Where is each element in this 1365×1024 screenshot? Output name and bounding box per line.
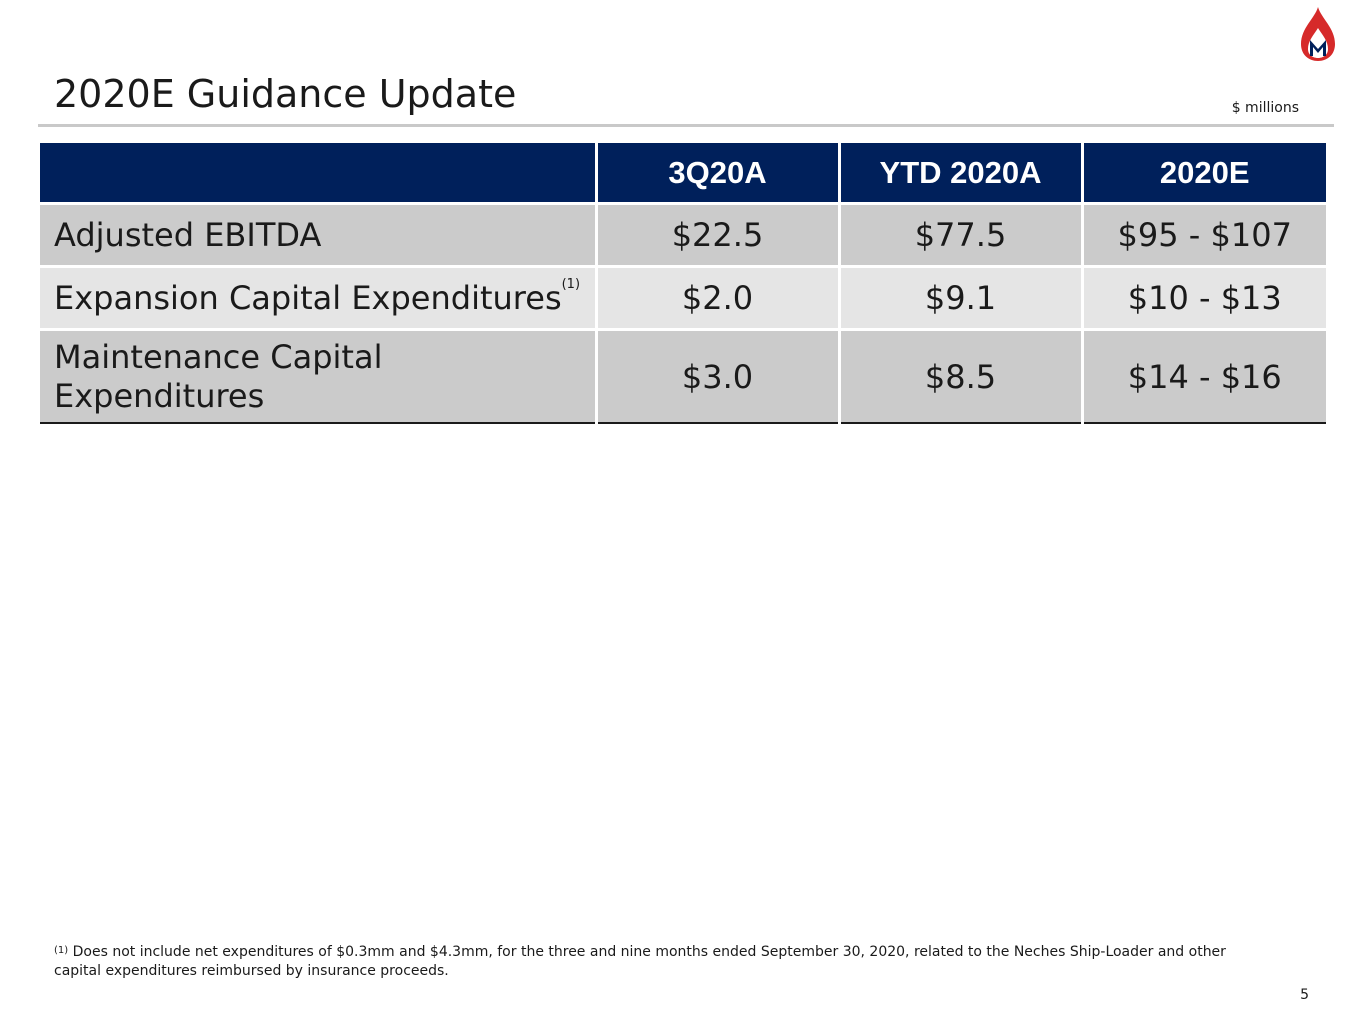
table-row: Expansion Capital Expenditures(1) $2.0 $… xyxy=(40,266,1326,331)
header-cell-2020e: 2020E xyxy=(1082,143,1326,205)
header-cell-blank xyxy=(40,143,598,205)
cell-ytd-2020a: $9.1 xyxy=(839,266,1084,331)
footnote: (1) Does not include net expenditures of… xyxy=(54,943,1254,981)
table-row: Adjusted EBITDA $22.5 $77.5 $95 - $107 xyxy=(40,203,1326,268)
cell-2020e: $95 - $107 xyxy=(1082,203,1326,268)
table-header-row: 3Q20A YTD 2020A 2020E xyxy=(40,143,1326,205)
header-cell-ytd-2020a: YTD 2020A xyxy=(839,143,1084,205)
footnote-marker: (1) xyxy=(561,276,581,292)
cell-ytd-2020a: $77.5 xyxy=(839,203,1084,268)
header-cell-3q20a: 3Q20A xyxy=(596,143,841,205)
cell-2020e: $14 - $16 xyxy=(1082,329,1326,424)
guidance-table: 3Q20A YTD 2020A 2020E Adjusted EBITDA $2… xyxy=(40,143,1326,424)
page-number: 5 xyxy=(1300,987,1309,1003)
row-label-text: Adjusted EBITDA xyxy=(54,215,322,254)
page-title: 2020E Guidance Update xyxy=(54,72,517,116)
row-label-adjusted-ebitda: Adjusted EBITDA xyxy=(40,203,598,268)
cell-ytd-2020a: $8.5 xyxy=(839,329,1084,424)
cell-3q20a: $2.0 xyxy=(596,266,841,331)
row-label-maintenance-capex: Maintenance Capital Expenditures xyxy=(40,329,598,424)
flame-m-logo-icon xyxy=(1301,7,1335,61)
footnote-marker: (1) xyxy=(54,945,69,956)
row-label-text: Maintenance Capital Expenditures xyxy=(54,338,383,415)
cell-3q20a: $3.0 xyxy=(596,329,841,424)
row-label-expansion-capex: Expansion Capital Expenditures(1) xyxy=(40,266,598,331)
cell-3q20a: $22.5 xyxy=(596,203,841,268)
title-divider xyxy=(38,124,1334,127)
letter-m xyxy=(1310,40,1326,56)
units-label: $ millions xyxy=(1231,100,1299,116)
row-label-text: Expansion Capital Expenditures xyxy=(54,278,562,317)
cell-2020e: $10 - $13 xyxy=(1082,266,1326,331)
footnote-text: Does not include net expenditures of $0.… xyxy=(54,944,1226,979)
table-row: Maintenance Capital Expenditures $3.0 $8… xyxy=(40,329,1326,424)
